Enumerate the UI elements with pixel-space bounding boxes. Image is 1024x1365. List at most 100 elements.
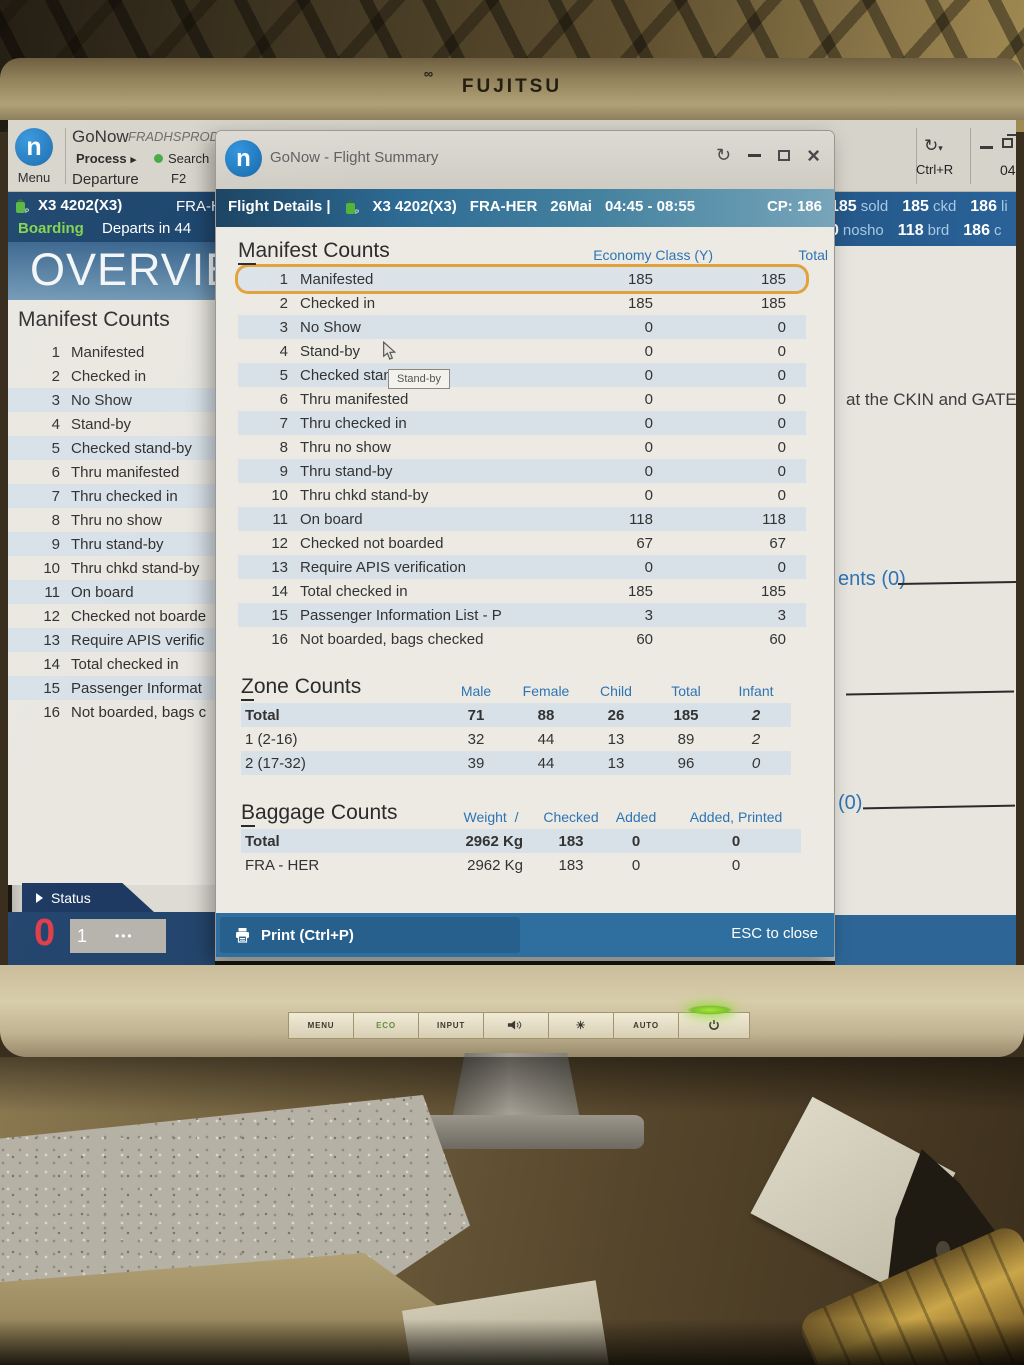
baggage-row[interactable]: FRA - HER 2962 Kg 183 0 0 [241,853,801,877]
gonow-logo[interactable]: n [15,128,53,166]
monitor-button-brightness[interactable]: ☀ [548,1012,613,1039]
zone-row[interactable]: 2 (17-32) 39 44 13 96 0 [241,751,791,775]
monitor-button-power[interactable] [678,1005,750,1039]
counter-label: nosho [842,222,884,239]
manifest-total-value: 3 [777,606,786,624]
flight-details-header: Flight Details | P X3 4202(X3) FRA-HER 2… [216,189,834,227]
counter: 0nosho [830,222,884,240]
sidebar-manifest-item[interactable]: 8 Thru no show [8,508,215,532]
sidebar-manifest-item[interactable]: 3 No Show [8,388,215,412]
sidebar-manifest-item[interactable]: 6 Thru manifested [8,460,215,484]
speaker-icon [507,1019,525,1033]
manifest-row[interactable]: 8 Thru no show 0 0 [238,435,806,459]
status-tab[interactable]: Status [22,883,154,912]
manifest-row[interactable]: 14 Total checked in 185 185 [238,579,806,603]
sidebar-manifest-item[interactable]: 2 Checked in [8,364,215,388]
manifest-row[interactable]: 5 Checked stand-by 0 0 [238,363,806,387]
manifest-row[interactable]: 12 Checked not boarded 67 67 [238,531,806,555]
sidebar-manifest-item[interactable]: 15 Passenger Informat [8,676,215,700]
counter: 185 sold [830,198,888,216]
menu-item-search[interactable]: Search [154,151,209,166]
flight-identifier: P X3 4202(X3) [14,197,122,214]
manifest-counts-table: Manifest Counts Economy Class (Y) Total … [238,235,828,651]
manifest-economy-value: 0 [644,318,653,336]
sidebar-manifest-item[interactable]: 12 Checked not boarde [8,604,215,628]
sidebar-manifest-item[interactable]: 13 Require APIS verific [8,628,215,652]
sidebar-manifest-item[interactable]: 14 Total checked in [8,652,215,676]
monitor-stand-neck [452,1053,580,1119]
manifest-table-header: Manifest Counts Economy Class (Y) Total [238,235,828,267]
menu-button[interactable]: Menu [17,170,51,185]
toolbar-divider-2 [970,128,971,184]
counter-label: c [993,222,1002,239]
dialog-close-icon[interactable]: × [807,142,820,168]
manifest-row[interactable]: 10 Thru chkd stand-by 0 0 [238,483,806,507]
dialog-title-bar[interactable]: n GoNow - Flight Summary ↻ × [216,131,834,189]
menu-item-process[interactable]: Process [76,151,136,166]
zone-row-label: 1 (2-16) [245,730,298,748]
dialog-maximize-icon[interactable] [778,150,791,161]
sidebar-manifest-item[interactable]: 10 Thru chkd stand-by [8,556,215,580]
manifest-row[interactable]: 7 Thru checked in 0 0 [238,411,806,435]
monitor-button-eco[interactable]: ECO [353,1012,418,1039]
monitor-button-input[interactable]: INPUT [418,1012,483,1039]
manifest-row[interactable]: 3 No Show 0 0 [238,315,806,339]
zone-value: 88 [537,706,555,724]
manifest-row[interactable]: 16 Not boarded, bags checked 60 60 [238,627,806,651]
zone-counts-title: Zone Counts [241,675,441,701]
item-number: 4 [51,415,60,433]
baggage-added-value: 0 [631,832,641,850]
manifest-row[interactable]: 15 Passenger Information List - P I L 3 3 [238,603,806,627]
menu-item-departure[interactable]: Departure [72,171,139,188]
monitor-button-label: AUTO [633,1021,659,1030]
manifest-economy-value: 0 [644,462,653,480]
item-number: 3 [51,391,60,409]
manifest-row-number: 6 [279,390,288,408]
item-number: 9 [51,535,60,553]
printer-icon [236,928,249,943]
sidebar-manifest-item[interactable]: 5 Checked stand-by [8,436,215,460]
manifest-row[interactable]: 6 Thru manifested 0 0 [238,387,806,411]
manifest-total-value: 60 [769,630,786,648]
luggage-icon: P [16,198,29,214]
manifest-row[interactable]: 9 Thru stand-by 0 0 [238,459,806,483]
baggage-row[interactable]: Total 2962 Kg 183 0 0 [241,829,801,853]
monitor-button-speaker[interactable] [483,1012,548,1039]
zone-row[interactable]: Total 71 88 26 185 2 [241,703,791,727]
manifest-row-label: Thru stand-by [300,462,393,480]
manifest-row[interactable]: 13 Require APIS verification 0 0 [238,555,806,579]
counters-line-1: 185 sold 185 ckd 186 li [830,198,1016,216]
refresh-icon[interactable]: ↻▾ [924,136,943,155]
manifest-row-number: 15 [271,606,288,624]
status-bar: 0 1 ••• [8,912,215,965]
manifest-row[interactable]: 1 Manifested 185 185 [238,267,806,291]
manifest-row[interactable]: 4 Stand-by 0 0 [238,339,806,363]
item-number: 12 [43,607,60,625]
sidebar-manifest-item[interactable]: 11 On board [8,580,215,604]
background-right-panel: at the CKIN and GATE! ents (0) (0) [835,246,1016,915]
sidebar-manifest-item[interactable]: 1 Manifested [8,340,215,364]
sidebar-manifest-item[interactable]: 7 Thru checked in [8,484,215,508]
manifest-economy-value: 118 [629,510,653,528]
zone-row[interactable]: 1 (2-16) 32 44 13 89 2 [241,727,791,751]
minimize-icon[interactable] [980,146,993,149]
restore-window-icon[interactable] [1002,134,1016,148]
manifest-economy-value: 0 [644,438,653,456]
sidebar-manifest-item[interactable]: 9 Thru stand-by [8,532,215,556]
manifest-total-value: 185 [760,582,786,600]
baggage-added-printed-value: 0 [731,832,741,850]
monitor-button-menu[interactable]: MENU [288,1012,353,1039]
manifest-row[interactable]: 2 Checked in 185 185 [238,291,806,315]
sidebar-manifest-item[interactable]: 16 Not boarded, bags c [8,700,215,724]
svg-text:P: P [25,209,29,214]
sidebar-manifest-item[interactable]: 4 Stand-by [8,412,215,436]
dialog-minimize-icon[interactable] [748,154,762,157]
manifest-row[interactable]: 11 On board 118 118 [238,507,806,531]
checked-column-header: Checked [543,809,599,825]
dialog-refresh-icon[interactable]: ↻ [716,145,732,165]
monitor-button-auto[interactable]: AUTO [613,1012,678,1039]
status-value-box[interactable]: 1 ••• [70,919,166,953]
print-button[interactable]: Print (Ctrl+P) [220,917,520,953]
